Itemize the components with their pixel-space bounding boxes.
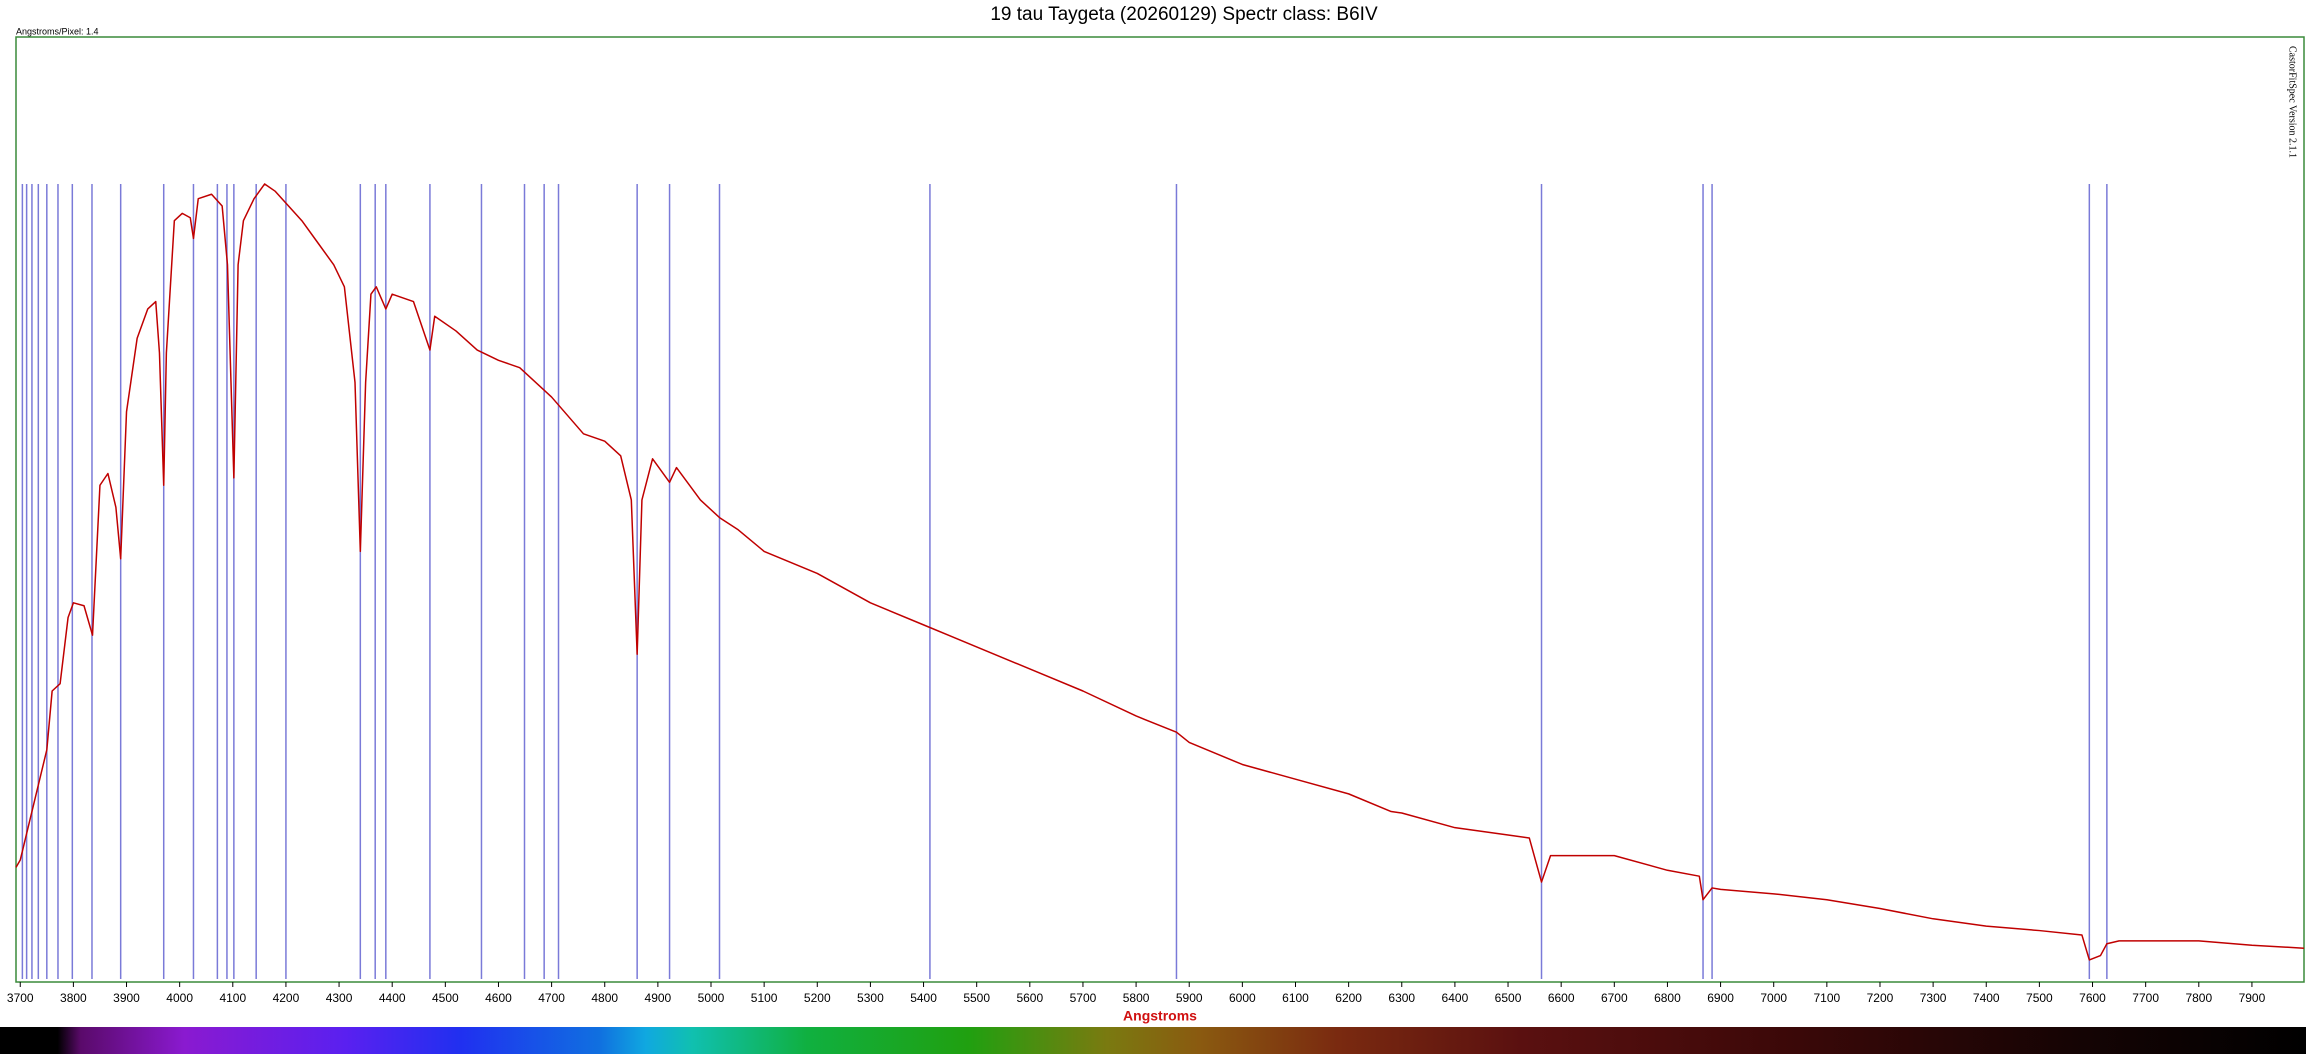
x-tick-label: 5500 [963, 991, 990, 1005]
x-tick-label: 5800 [1123, 991, 1150, 1005]
x-tick-label: 3900 [113, 991, 140, 1005]
x-tick-label: 4300 [326, 991, 353, 1005]
x-tick-label: 4400 [379, 991, 406, 1005]
x-tick-label: 4800 [591, 991, 618, 1005]
x-tick-label: 7400 [1973, 991, 2000, 1005]
x-tick-label: 7900 [2239, 991, 2266, 1005]
x-tick-label: 4900 [645, 991, 672, 1005]
x-tick-label: 3700 [7, 991, 34, 1005]
side-note: CastorFitSpec Version 2.1.1 [2287, 46, 2298, 158]
x-tick-label: 4600 [485, 991, 512, 1005]
x-tick-label: 3800 [60, 991, 87, 1005]
x-tick-label: 4100 [219, 991, 246, 1005]
x-tick-label: 4500 [432, 991, 459, 1005]
x-tick-label: 5400 [910, 991, 937, 1005]
x-tick-label: 4200 [273, 991, 300, 1005]
x-tick-label: 7500 [2026, 991, 2053, 1005]
x-tick-label: 5100 [751, 991, 778, 1005]
x-tick-label: 5200 [804, 991, 831, 1005]
plot-frame [15, 36, 2305, 983]
x-tick-label: 5900 [1176, 991, 1203, 1005]
x-tick-label: 5600 [1016, 991, 1043, 1005]
x-tick-label: 6700 [1601, 991, 1628, 1005]
x-tick-label: 4700 [538, 991, 565, 1005]
x-tick-label: 7700 [2132, 991, 2159, 1005]
x-tick-label: 7300 [1920, 991, 1947, 1005]
spectrum-strip [0, 1027, 2306, 1054]
x-tick-label: 7600 [2079, 991, 2106, 1005]
x-tick-label: 6400 [1442, 991, 1469, 1005]
x-tick-label: 6300 [1388, 991, 1415, 1005]
x-tick-label: 6200 [1335, 991, 1362, 1005]
x-tick-label: 5700 [1070, 991, 1097, 1005]
x-tick-label: 6000 [1229, 991, 1256, 1005]
x-tick-label: 7200 [1867, 991, 1894, 1005]
x-tick-label: 6800 [1654, 991, 1681, 1005]
x-tick-label: 6100 [1282, 991, 1309, 1005]
x-tick-label: 4000 [166, 991, 193, 1005]
x-tick-label: 7100 [1813, 991, 1840, 1005]
x-tick-label: 6500 [1495, 991, 1522, 1005]
x-tick-label: 6900 [1707, 991, 1734, 1005]
corner-note: Angstroms/Pixel: 1.4 [16, 26, 99, 36]
x-tick-label: 5300 [857, 991, 884, 1005]
x-tick-label: 6600 [1548, 991, 1575, 1005]
x-tick-label: 5000 [698, 991, 725, 1005]
x-tick-label: 7000 [1760, 991, 1787, 1005]
x-tick-label: 7800 [2185, 991, 2212, 1005]
x-axis-label: Angstroms [1123, 1008, 1197, 1024]
spectrum-line [15, 183, 2305, 961]
chart-title: 19 tau Taygeta (20260129) Spectr class: … [990, 4, 1378, 25]
